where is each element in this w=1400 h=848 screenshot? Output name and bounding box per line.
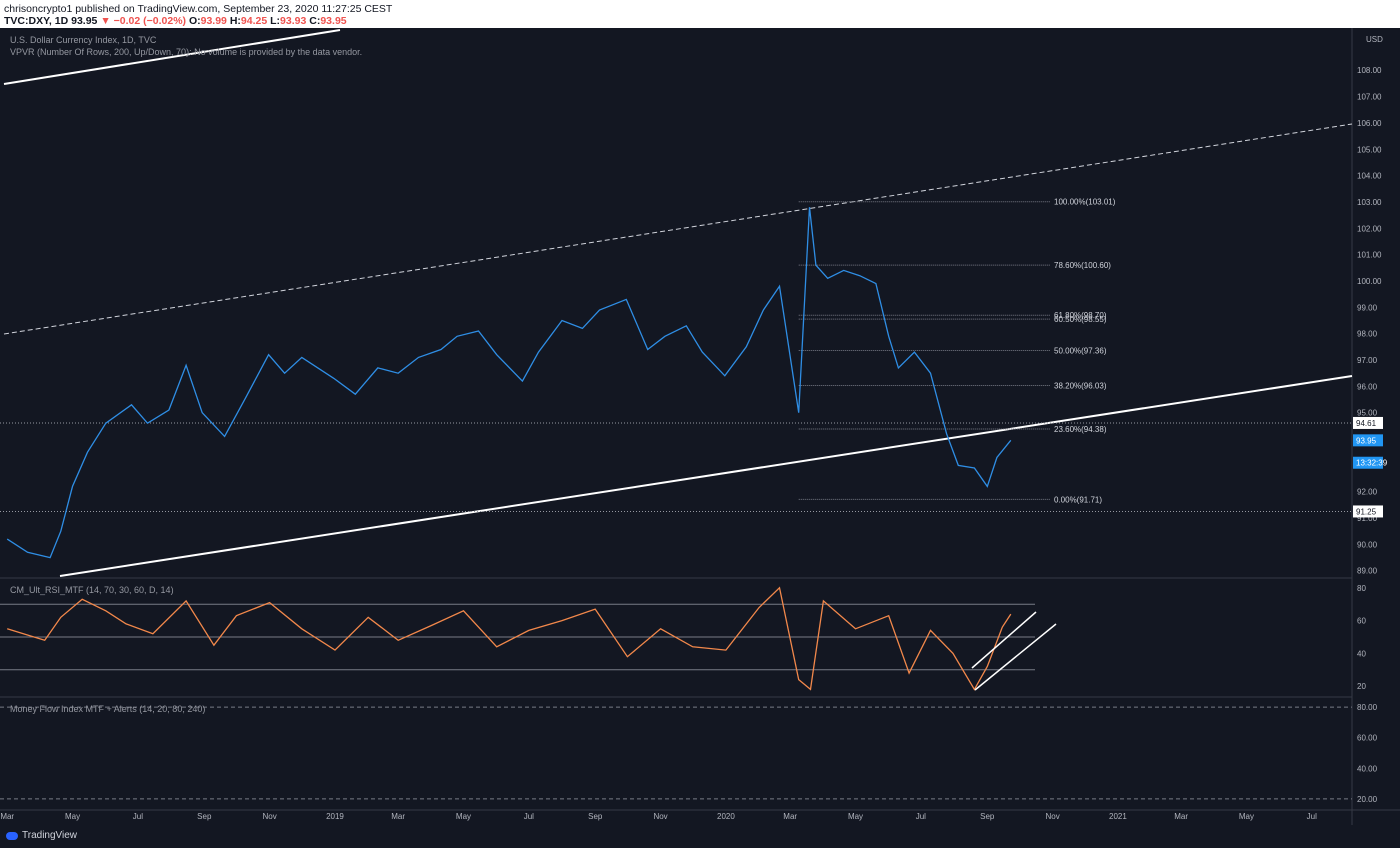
price-tick-label: 104.00 bbox=[1357, 172, 1382, 181]
cloud-icon bbox=[6, 831, 18, 840]
fib-level-label: 100.00%(103.01) bbox=[1054, 198, 1116, 207]
rsi-channel-line bbox=[974, 623, 1057, 691]
price-label: 94.61 bbox=[1356, 419, 1377, 428]
high-value: 94.25 bbox=[240, 15, 268, 27]
fib-level-label: 50.00%(97.36) bbox=[1054, 347, 1107, 356]
symbol-line: TVC:DXY, 1D 93.95 ▼ −0.02 (−0.02%) O:93.… bbox=[4, 15, 347, 27]
time-tick-label: May bbox=[1239, 812, 1254, 821]
fib-level-label: 23.60%(94.38) bbox=[1054, 425, 1107, 434]
mfi-tick-label: 60.00 bbox=[1357, 734, 1378, 743]
open-value: 93.99 bbox=[200, 15, 227, 27]
upper-trend-line bbox=[3, 29, 341, 85]
time-tick-label: Mar bbox=[783, 812, 797, 821]
price-label-box bbox=[1353, 434, 1383, 447]
time-tick-label: Nov bbox=[263, 812, 277, 821]
rsi-tick-label: 20 bbox=[1357, 682, 1366, 691]
time-tick-label: 2021 bbox=[1109, 812, 1127, 821]
price-label: 91.25 bbox=[1356, 507, 1377, 516]
rsi-tick-label: 60 bbox=[1357, 617, 1366, 626]
price-tick-label: 102.00 bbox=[1357, 224, 1382, 233]
last-price: 93.95 bbox=[71, 15, 98, 27]
time-tick-label: Jul bbox=[133, 812, 143, 821]
publish-header: chrisoncrypto1 published on TradingView.… bbox=[0, 0, 1400, 28]
price-label-box bbox=[1353, 416, 1383, 429]
price-tick-label: 97.00 bbox=[1357, 356, 1378, 365]
price-tick-label: 98.00 bbox=[1357, 330, 1378, 339]
price-label-box bbox=[1353, 456, 1383, 469]
price-tick-label: 107.00 bbox=[1357, 93, 1382, 102]
price-label-box bbox=[1353, 505, 1383, 518]
fib-level-label: 61.80%(98.70) bbox=[1054, 311, 1107, 320]
time-tick-label: Sep bbox=[980, 812, 995, 821]
price-tick-label: 100.00 bbox=[1357, 277, 1382, 286]
time-tick-label: May bbox=[456, 812, 471, 821]
price-tick-label: 108.00 bbox=[1357, 66, 1382, 75]
time-tick-label: Jul bbox=[916, 812, 926, 821]
fib-level-label: 78.60%(100.60) bbox=[1054, 261, 1111, 270]
price-tick-label: 99.00 bbox=[1357, 303, 1378, 312]
mfi-tick-label: 40.00 bbox=[1357, 764, 1378, 773]
rsi-line bbox=[7, 586, 1012, 691]
fib-level-label: 0.00%(91.71) bbox=[1054, 495, 1102, 504]
mfi-tick-label: 80.00 bbox=[1357, 703, 1378, 712]
time-tick-label: Jul bbox=[1307, 812, 1317, 821]
support-trend-line bbox=[59, 375, 1353, 577]
price-tick-label: 96.00 bbox=[1357, 382, 1378, 391]
low-value: 93.93 bbox=[280, 15, 307, 27]
price-tick-label: 103.00 bbox=[1357, 198, 1382, 207]
price-tick-label: 105.00 bbox=[1357, 145, 1382, 154]
dashed-trend-line bbox=[3, 123, 1353, 335]
publisher-line: chrisoncrypto1 published on TradingView.… bbox=[4, 3, 393, 15]
tradingview-logo[interactable]: TradingView bbox=[6, 830, 77, 841]
currency-label: USD bbox=[1366, 35, 1383, 44]
time-tick-label: May bbox=[65, 812, 80, 821]
fib-level-label: 60.50%(98.55) bbox=[1054, 315, 1107, 324]
close-value: 93.95 bbox=[320, 15, 347, 27]
price-label: 93.95 bbox=[1356, 436, 1377, 445]
rsi-tick-label: 40 bbox=[1357, 649, 1366, 658]
mfi-tick-label: 20.00 bbox=[1357, 795, 1378, 804]
dxy-price-line bbox=[6, 207, 1012, 559]
vpvr-legend: VPVR (Number Of Rows, 200, Up/Down, 70):… bbox=[10, 47, 363, 57]
time-tick-label: Mar bbox=[1174, 812, 1188, 821]
rsi-channel-line bbox=[971, 611, 1037, 669]
open-label: O: bbox=[188, 15, 201, 27]
time-tick-label: Mar bbox=[0, 812, 14, 821]
price-tick-label: 90.00 bbox=[1357, 540, 1378, 549]
price-tick-label: 95.00 bbox=[1357, 409, 1378, 418]
price-tick-label: 91.00 bbox=[1357, 514, 1378, 523]
high-label: H: bbox=[229, 15, 241, 27]
price-tick-label: 101.00 bbox=[1357, 251, 1382, 260]
mfi-legend: Money Flow Index MTF + Alerts (14, 20, 8… bbox=[10, 704, 206, 714]
rsi-tick-label: 80 bbox=[1357, 584, 1366, 593]
close-label: C: bbox=[309, 15, 321, 27]
time-tick-label: Mar bbox=[391, 812, 405, 821]
time-tick-label: May bbox=[848, 812, 863, 821]
time-tick-label: Jul bbox=[524, 812, 534, 821]
time-tick-label: Nov bbox=[653, 812, 667, 821]
price-change: −0.02 (−0.02%) bbox=[113, 15, 187, 27]
time-tick-label: 2020 bbox=[717, 812, 735, 821]
down-arrow-icon: ▼ bbox=[100, 15, 111, 27]
chart-area[interactable]: 100.00%(103.01) 78.60%(100.60) 61.80%(98.7… bbox=[0, 28, 1400, 848]
brand-label: TradingView bbox=[22, 830, 78, 841]
time-tick-label: 2019 bbox=[326, 812, 344, 821]
time-tick-label: Nov bbox=[1045, 812, 1059, 821]
symbol: TVC:DXY, 1D bbox=[4, 15, 69, 27]
time-tick-label: Sep bbox=[588, 812, 603, 821]
fib-level-label: 38.20%(96.03) bbox=[1054, 382, 1107, 391]
price-legend-title: U.S. Dollar Currency Index, 1D, TVC bbox=[10, 35, 157, 45]
price-tick-label: 106.00 bbox=[1357, 119, 1382, 128]
low-label: L: bbox=[270, 15, 281, 27]
time-tick-label: Sep bbox=[197, 812, 212, 821]
price-label: 13:32:39 bbox=[1356, 459, 1388, 468]
price-tick-label: 92.00 bbox=[1357, 488, 1378, 497]
price-tick-label: 89.00 bbox=[1357, 567, 1378, 576]
rsi-legend: CM_Ult_RSI_MTF (14, 70, 30, 60, D, 14) bbox=[10, 585, 174, 595]
